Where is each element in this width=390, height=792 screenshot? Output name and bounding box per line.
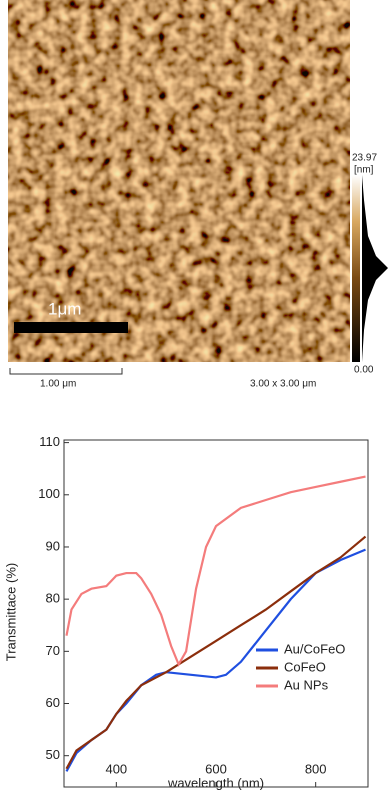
colorbar <box>352 175 360 362</box>
y-tick-label: 80 <box>46 591 60 606</box>
scale-bar-label: 1μm <box>48 299 81 318</box>
x-tick-label: 600 <box>205 761 227 776</box>
plot-frame <box>63 439 369 788</box>
afm-image <box>8 0 350 362</box>
scale-bar <box>14 322 128 333</box>
y-tick-label: 100 <box>38 486 60 501</box>
legend-label: CoFeO <box>284 659 326 674</box>
scale-label: 1.00 μm <box>40 379 76 390</box>
colorbar-unit: [nm] <box>354 165 374 176</box>
legend-label: Au NPs <box>284 677 329 692</box>
y-axis-label: Transmittace (%) <box>3 563 18 661</box>
chart: Transmittace (%) wavelength (nm) <box>3 563 264 791</box>
size-label: 3.00 x 3.00 μm <box>250 379 316 390</box>
colorbar-max: 23.97 <box>352 153 377 164</box>
series-line <box>65 535 367 770</box>
y-tick-label: 60 <box>46 695 60 710</box>
y-tick-label: 70 <box>46 643 60 658</box>
y-tick-label: 110 <box>39 434 60 449</box>
histogram <box>362 175 388 362</box>
series-line <box>65 475 366 667</box>
y-tick-label: 50 <box>46 747 60 762</box>
colorbar-min: 0.00 <box>354 365 374 376</box>
y-tick-label: 90 <box>46 538 60 553</box>
x-tick-label: 800 <box>305 761 327 776</box>
legend-label: Au/CoFeO <box>284 641 345 656</box>
x-tick-label: 400 <box>105 761 127 776</box>
scale-line <box>9 368 123 375</box>
